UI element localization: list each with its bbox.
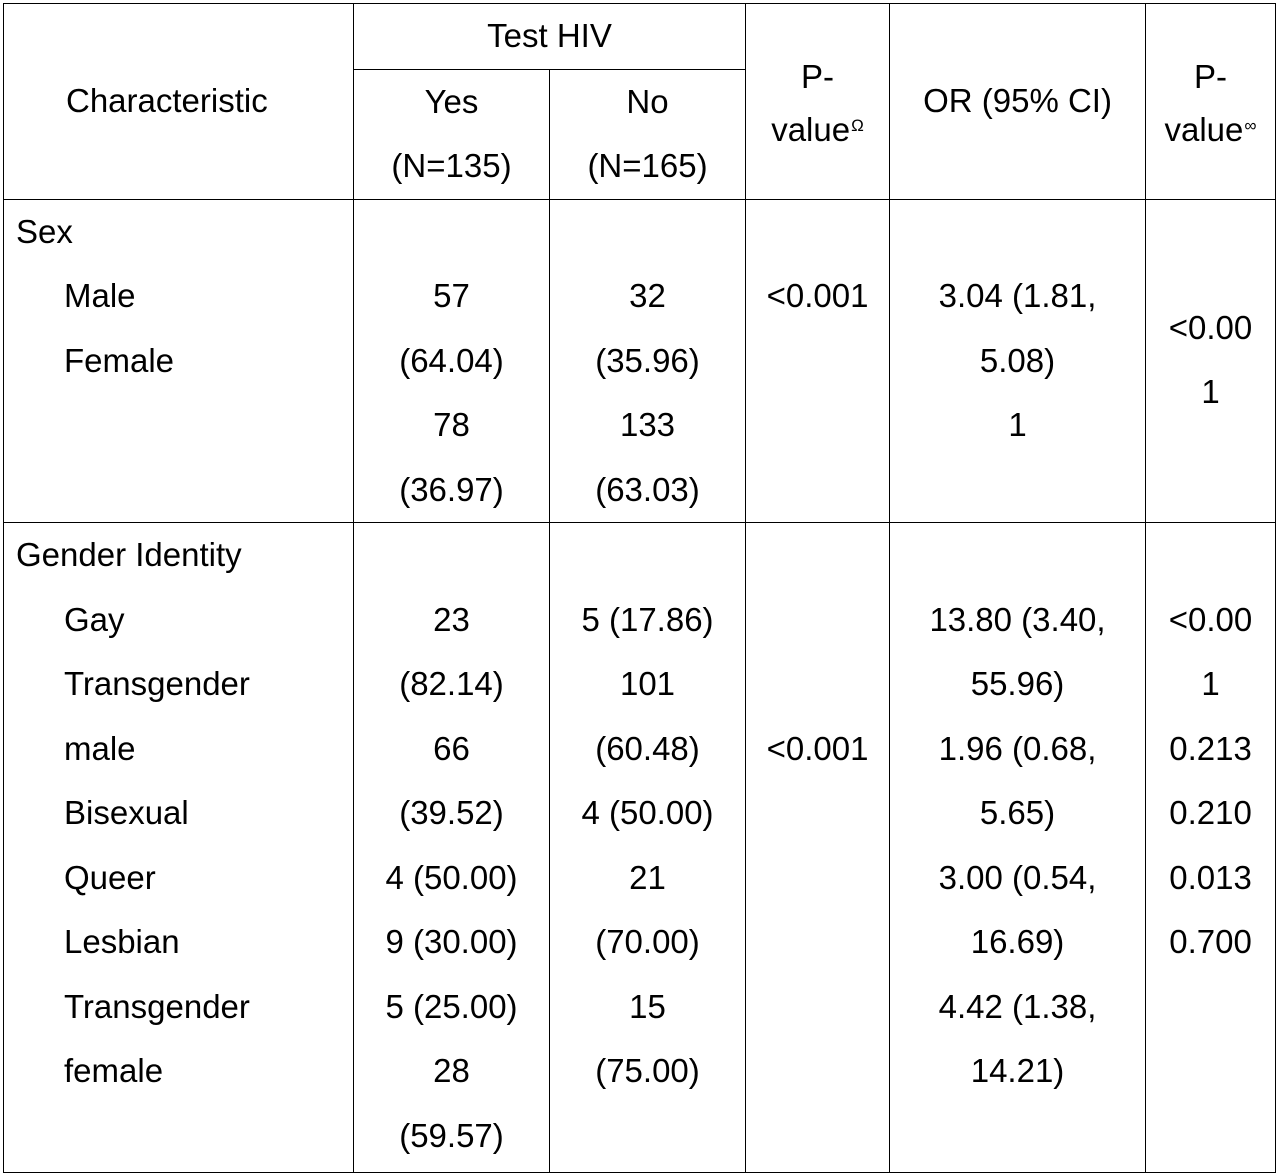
p-value-omega-line2: valueΩ <box>746 101 889 150</box>
gender-or-value: 3.00 (0.54, <box>938 858 1097 896</box>
p-value-infinity-label: value <box>1164 111 1244 149</box>
p-value-omega-header: P- valueΩ <box>745 3 891 200</box>
sex-yes-value: 57 <box>433 277 470 314</box>
yes-n: (N=135) <box>391 147 512 184</box>
sex-or-value: 1 <box>1008 406 1027 443</box>
gender-title: Gender Identity <box>16 536 242 573</box>
gender-yes-value: (39.52) <box>399 794 504 831</box>
gender-yes-value: 28 <box>433 1052 470 1089</box>
infinity-superscript: ∞ <box>1244 116 1257 136</box>
characteristic-header: Characteristic <box>3 3 354 200</box>
sex-label-female: Female <box>64 341 175 379</box>
gender-p-value2-cell: <0.00 1 0.213 0.210 0.013 0.700 <box>1145 522 1277 1173</box>
sex-characteristic-cell: Sex Male Female <box>3 198 354 523</box>
gender-yes-value: 66 <box>433 729 470 767</box>
gender-label: Gay <box>64 600 125 638</box>
sex-no-value: 32 <box>629 277 666 314</box>
sex-title: Sex <box>16 212 73 250</box>
sex-p-value2-cell: <0.00 1 <box>1145 198 1277 523</box>
sex-p-value2: <0.00 <box>1168 308 1253 346</box>
gender-or-value: 1.96 (0.68, <box>938 729 1097 767</box>
gender-label: Transgender <box>64 987 250 1025</box>
gender-yes-value: 5 (25.00) <box>385 987 518 1025</box>
gender-or-value: 16.69) <box>970 923 1065 960</box>
or-ci-header: OR (95% CI) <box>889 3 1147 200</box>
sex-yes-value: (36.97) <box>399 470 504 508</box>
gender-label: Queer <box>64 858 156 896</box>
gender-yes-value: (82.14) <box>399 665 504 702</box>
gender-p-value2: 0.013 <box>1169 858 1252 896</box>
sex-no-value: (35.96) <box>595 341 700 379</box>
sex-or-cell: 3.04 (1.81, 5.08) 1 <box>889 198 1147 523</box>
test-hiv-header: Test HIV <box>352 3 747 70</box>
gender-or-value: 13.80 (3.40, <box>929 600 1106 638</box>
gender-label: Lesbian <box>64 923 180 960</box>
gender-or-value: 55.96) <box>970 665 1065 702</box>
sex-p-value2: 1 <box>1201 373 1220 410</box>
gender-or-value: 4.42 (1.38, <box>938 987 1097 1025</box>
sex-no-value: 133 <box>619 406 676 443</box>
gender-no-value: (70.00) <box>595 923 700 960</box>
gender-p-value2: 0.210 <box>1169 794 1252 831</box>
gender-label: female <box>64 1052 164 1089</box>
characteristic-header-label: Characteristic <box>66 82 268 119</box>
gender-no-value: 21 <box>629 858 666 896</box>
gender-p-value: <0.001 <box>766 729 869 767</box>
sex-no-cell: 32 (35.96) 133 (63.03) <box>548 198 747 523</box>
p-value-infinity-line1: P- <box>1194 58 1228 96</box>
sex-yes-cell: 57 (64.04) 78 (36.97) <box>353 198 550 523</box>
gender-no-value: 4 (50.00) <box>581 794 714 831</box>
sex-label-male: Male <box>64 277 136 314</box>
gender-yes-cell: 23 (82.14) 66 (39.52) 4 (50.00) 9 (30.00… <box>353 522 550 1173</box>
gender-p-value2: <0.00 <box>1168 600 1253 638</box>
gender-characteristic-cell: Gender Identity Gay Transgender male Bis… <box>3 522 354 1173</box>
gender-or-value: 5.65) <box>979 794 1056 831</box>
gender-no-value: 5 (17.86) <box>581 600 714 638</box>
gender-label: Bisexual <box>64 794 189 831</box>
no-header: No (N=165) <box>548 68 747 200</box>
gender-yes-value: 23 <box>433 600 470 638</box>
gender-no-value: (60.48) <box>595 729 700 767</box>
gender-no-cell: 5 (17.86) 101 (60.48) 4 (50.00) 21 (70.0… <box>548 522 747 1173</box>
p-value-infinity-header: P- value∞ <box>1145 3 1277 200</box>
p-value-omega-line1: P- <box>801 58 835 96</box>
hiv-testing-table: Characteristic Test HIV P- valueΩ OR (95… <box>3 3 1277 1173</box>
omega-superscript: Ω <box>851 116 864 136</box>
sex-yes-value: 78 <box>433 406 470 443</box>
p-value-infinity-line2: value∞ <box>1146 101 1275 150</box>
no-label: No <box>626 82 669 120</box>
yes-header: Yes (N=135) <box>353 68 550 200</box>
gender-no-value: 15 <box>629 987 666 1025</box>
gender-no-value: (75.00) <box>595 1052 700 1089</box>
no-n: (N=165) <box>587 147 708 184</box>
gender-or-cell: 13.80 (3.40, 55.96) 1.96 (0.68, 5.65) 3.… <box>889 522 1147 1173</box>
sex-p-value: <0.001 <box>766 277 869 314</box>
sex-or-value: 3.04 (1.81, <box>938 277 1097 314</box>
p-value-omega-label: value <box>771 111 851 149</box>
gender-p-value2: 0.700 <box>1169 923 1252 960</box>
gender-or-value: 14.21) <box>970 1052 1065 1089</box>
sex-or-value: 5.08) <box>979 341 1056 379</box>
gender-label: Transgender <box>64 665 250 702</box>
sex-no-value: (63.03) <box>595 470 700 508</box>
gender-p-value2: 1 <box>1201 665 1220 702</box>
gender-p-value-cell: <0.001 <box>745 522 891 1173</box>
gender-yes-value: 4 (50.00) <box>385 858 518 896</box>
yes-label: Yes <box>424 82 479 120</box>
gender-p-value2: 0.213 <box>1169 729 1252 767</box>
gender-yes-value: 9 (30.00) <box>385 923 518 960</box>
sex-yes-value: (64.04) <box>399 341 504 379</box>
gender-yes-value: (59.57) <box>399 1116 504 1154</box>
sex-p-value-cell: <0.001 <box>745 198 891 523</box>
gender-label: male <box>64 729 136 767</box>
gender-no-value: 101 <box>619 665 676 702</box>
